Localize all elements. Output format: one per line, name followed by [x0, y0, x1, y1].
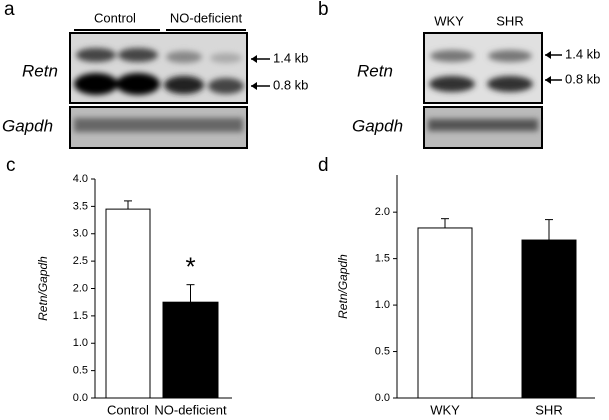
significance: *: [185, 252, 195, 282]
y-tick-label: 1.5: [73, 310, 88, 322]
marker-label: 1.4 kb: [273, 50, 308, 65]
row-label: Retn: [357, 61, 393, 80]
y-axis-label: Retn/Gapdh: [336, 254, 350, 319]
y-tick-label: 0.0: [375, 392, 390, 404]
x-tick-label: NO-deficient: [154, 402, 227, 417]
y-tick-label: 2.5: [73, 255, 88, 267]
y-tick-label: 1.0: [375, 299, 390, 311]
bar: [162, 301, 219, 399]
arrow-head: [545, 76, 551, 84]
arrow-head: [545, 51, 551, 59]
marker-label: 1.4 kb: [565, 46, 600, 61]
y-tick-label: 3.0: [73, 228, 88, 240]
y-axis-label: Retn/Gapdh: [36, 256, 50, 321]
bar: [417, 227, 473, 399]
bar: [105, 208, 151, 399]
group-label: Control: [94, 10, 136, 25]
group-label: SHR: [496, 13, 523, 28]
panel-label: c: [6, 155, 16, 176]
y-tick-label: 2.0: [375, 206, 390, 218]
bar: [521, 239, 577, 399]
blot: [423, 32, 543, 149]
blot: [69, 32, 248, 149]
y-tick-label: 0.0: [73, 392, 88, 404]
marker-label: 0.8 kb: [565, 71, 600, 86]
arrow-head: [251, 55, 257, 63]
y-tick-label: 1.5: [375, 253, 390, 265]
marker-label: 0.8 kb: [273, 77, 308, 92]
y-tick-label: 2.0: [73, 282, 88, 294]
panel-label: d: [318, 155, 329, 176]
group-label: NO-deficient: [170, 10, 243, 25]
x-tick-label: SHR: [535, 402, 562, 417]
row-label: Gapdh: [2, 116, 53, 135]
y-tick-label: 0.5: [375, 345, 390, 357]
y-tick-label: 0.5: [73, 365, 88, 377]
y-tick-label: 1.0: [73, 337, 88, 349]
x-tick-label: WKY: [430, 402, 460, 417]
row-label: Gapdh: [352, 116, 403, 135]
y-tick-label: 4.0: [73, 173, 88, 185]
x-tick-label: Control: [107, 402, 149, 417]
panel-label: a: [4, 0, 15, 20]
row-label: Retn: [22, 61, 58, 80]
y-tick-label: 3.5: [73, 200, 88, 212]
panel-label: b: [318, 0, 329, 20]
group-label: WKY: [434, 13, 464, 28]
arrow-head: [251, 82, 257, 90]
